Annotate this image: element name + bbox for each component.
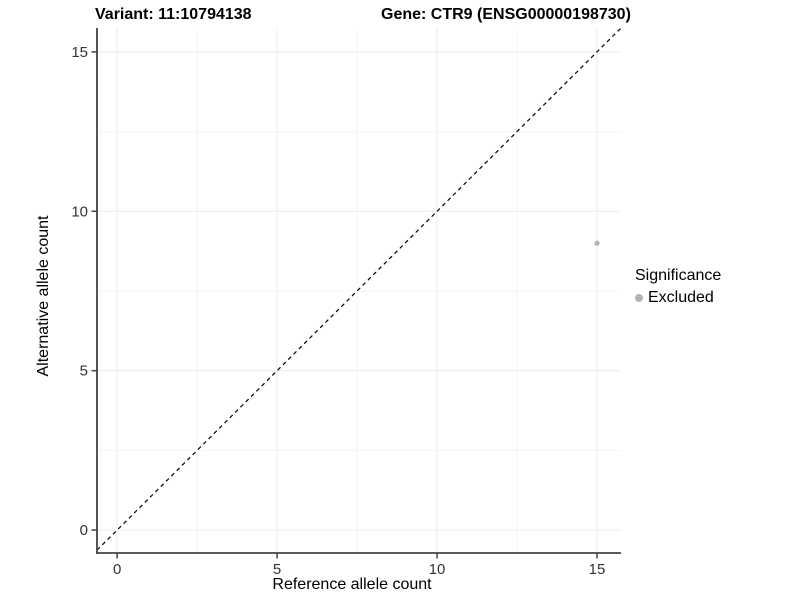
plot-title-variant: Variant: 11:10794138 (95, 6, 252, 23)
legend-key-dot-icon (635, 294, 643, 302)
identity-reference-line (96, 27, 622, 551)
legend-title: Significance (635, 267, 722, 284)
y-tick-label: 15 (71, 44, 88, 61)
y-tick-label: 5 (80, 363, 88, 380)
data-point (594, 240, 600, 246)
plot-title-gene: Gene: CTR9 (ENSG00000198730) (381, 6, 631, 23)
legend-item-label: Excluded (648, 289, 714, 306)
legend: Significance Excluded (635, 267, 721, 307)
x-tick-label: 5 (273, 561, 281, 578)
x-tick-label: 10 (429, 561, 446, 578)
y-tick-label: 0 (80, 522, 88, 539)
x-tick-label: 15 (589, 561, 606, 578)
y-tick-label: 10 (71, 203, 88, 220)
legend-item-excluded: Excluded (635, 289, 721, 307)
x-axis-title: Reference allele count (272, 576, 432, 593)
y-axis-title: Alternative allele count (35, 215, 52, 377)
x-tick-label: 0 (113, 561, 121, 578)
